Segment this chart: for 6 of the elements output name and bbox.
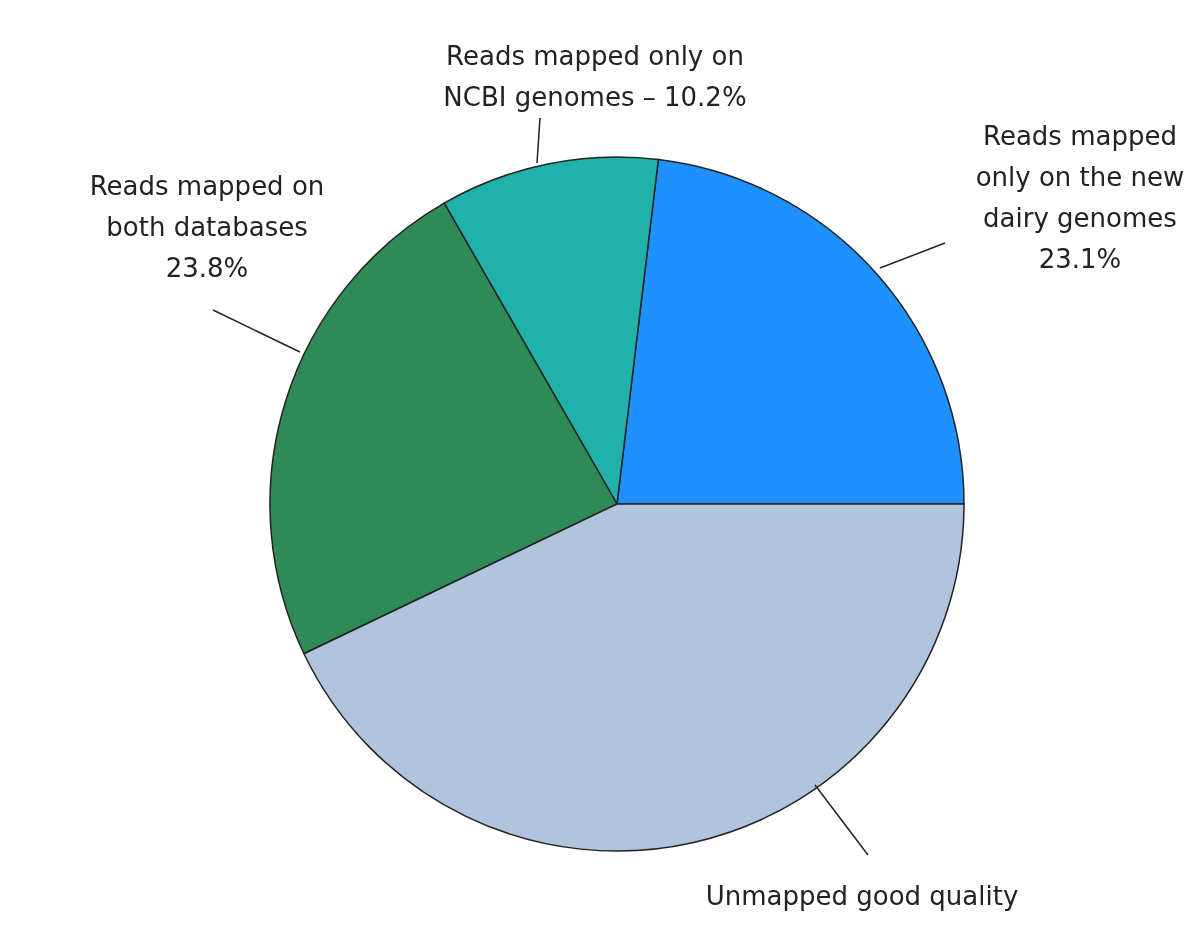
data-label: 23.1%	[1038, 244, 1122, 274]
slice-label: Reads mapped only on NCBI genomes – 10.2%	[443, 41, 747, 112]
slice-label: Reads mapped on both databases	[89, 171, 325, 242]
data-label: 23.8%	[165, 253, 249, 283]
slice-label: Unmapped good quality	[705, 881, 1019, 911]
slice-label: Reads mapped only on the new dairy genomes	[975, 121, 1185, 233]
